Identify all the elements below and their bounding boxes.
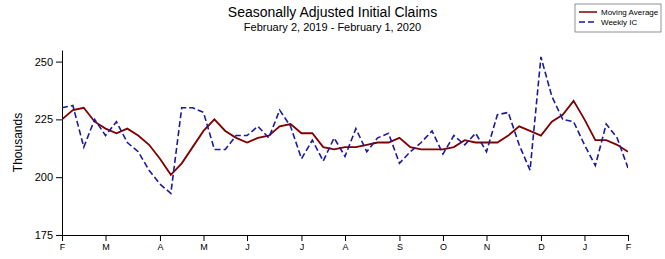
x-tick-label: S (397, 242, 403, 252)
y-tick: 225 (35, 113, 62, 125)
x-tick: J (583, 235, 588, 252)
plot: 175 200 225 250 F M A M J J A S O N D J F (35, 51, 632, 253)
y-axis-line (62, 51, 63, 236)
x-tick: F (60, 235, 66, 252)
subtitle: February 2, 2019 - February 1, 2020 (244, 21, 421, 33)
legend-label: Moving Average (601, 8, 659, 17)
x-tick-label: J (245, 242, 250, 252)
x-tick: M (102, 235, 110, 252)
x-axis: FMAMJJASONDJF (60, 235, 632, 252)
y-tick-mark (56, 62, 62, 63)
y-axis-title: Thousands (11, 113, 25, 172)
x-tick-mark (628, 235, 629, 241)
x-tick: J (245, 235, 250, 252)
x-tick-label: A (157, 242, 163, 252)
x-tick-label: F (626, 242, 632, 252)
y-tick: 175 (35, 229, 62, 241)
y-tick-label: 250 (35, 56, 53, 68)
x-tick-mark (443, 235, 444, 241)
x-tick: N (484, 235, 491, 252)
y-tick-mark (56, 119, 62, 120)
x-tick-label: M (102, 242, 110, 252)
x-tick-mark (204, 235, 205, 241)
legend-swatch (579, 11, 597, 13)
x-tick-label: N (484, 242, 491, 252)
lines (62, 57, 628, 193)
x-tick-mark (541, 235, 542, 241)
legend-label: Weekly IC (601, 18, 638, 27)
x-tick: J (300, 235, 305, 252)
x-tick-label: M (200, 242, 208, 252)
x-tick-mark (301, 235, 302, 241)
title: Seasonally Adjusted Initial Claims (228, 4, 437, 20)
y-tick-label: 200 (35, 171, 53, 183)
x-tick-mark (160, 235, 161, 241)
y-tick: 200 (35, 171, 62, 183)
x-tick: F (626, 235, 632, 252)
legend-box (575, 4, 661, 32)
x-tick: A (342, 235, 348, 252)
x-tick-mark (584, 235, 585, 241)
y-axis: 175 200 225 250 (35, 51, 63, 242)
x-tick-mark (487, 235, 488, 241)
x-tick: D (538, 235, 545, 252)
x-tick: S (397, 235, 403, 252)
x-tick-mark (399, 235, 400, 241)
series-line (62, 101, 628, 175)
x-tick: M (200, 235, 208, 252)
x-tick-mark (345, 235, 346, 241)
y-tick-mark (56, 235, 62, 236)
series-line (62, 57, 628, 193)
chart: Seasonally Adjusted Initial ClaimsFebrua… (0, 0, 665, 259)
x-tick: A (157, 235, 163, 252)
legend-swatch (579, 21, 597, 23)
y-tick-label: 175 (35, 229, 53, 241)
x-tick-label: D (538, 242, 545, 252)
x-tick-label: O (440, 242, 447, 252)
x-tick-mark (62, 235, 63, 241)
x-tick-label: F (60, 242, 66, 252)
x-tick-mark (247, 235, 248, 241)
x-tick-label: A (342, 242, 348, 252)
x-tick-mark (106, 235, 107, 241)
y-tick: 250 (35, 56, 62, 68)
y-tick-label: 225 (35, 113, 53, 125)
legend: Moving AverageWeekly IC (575, 4, 661, 32)
y-tick-mark (56, 177, 62, 178)
x-tick-label: J (583, 242, 588, 252)
x-tick-label: J (300, 242, 305, 252)
x-tick: O (440, 235, 447, 252)
